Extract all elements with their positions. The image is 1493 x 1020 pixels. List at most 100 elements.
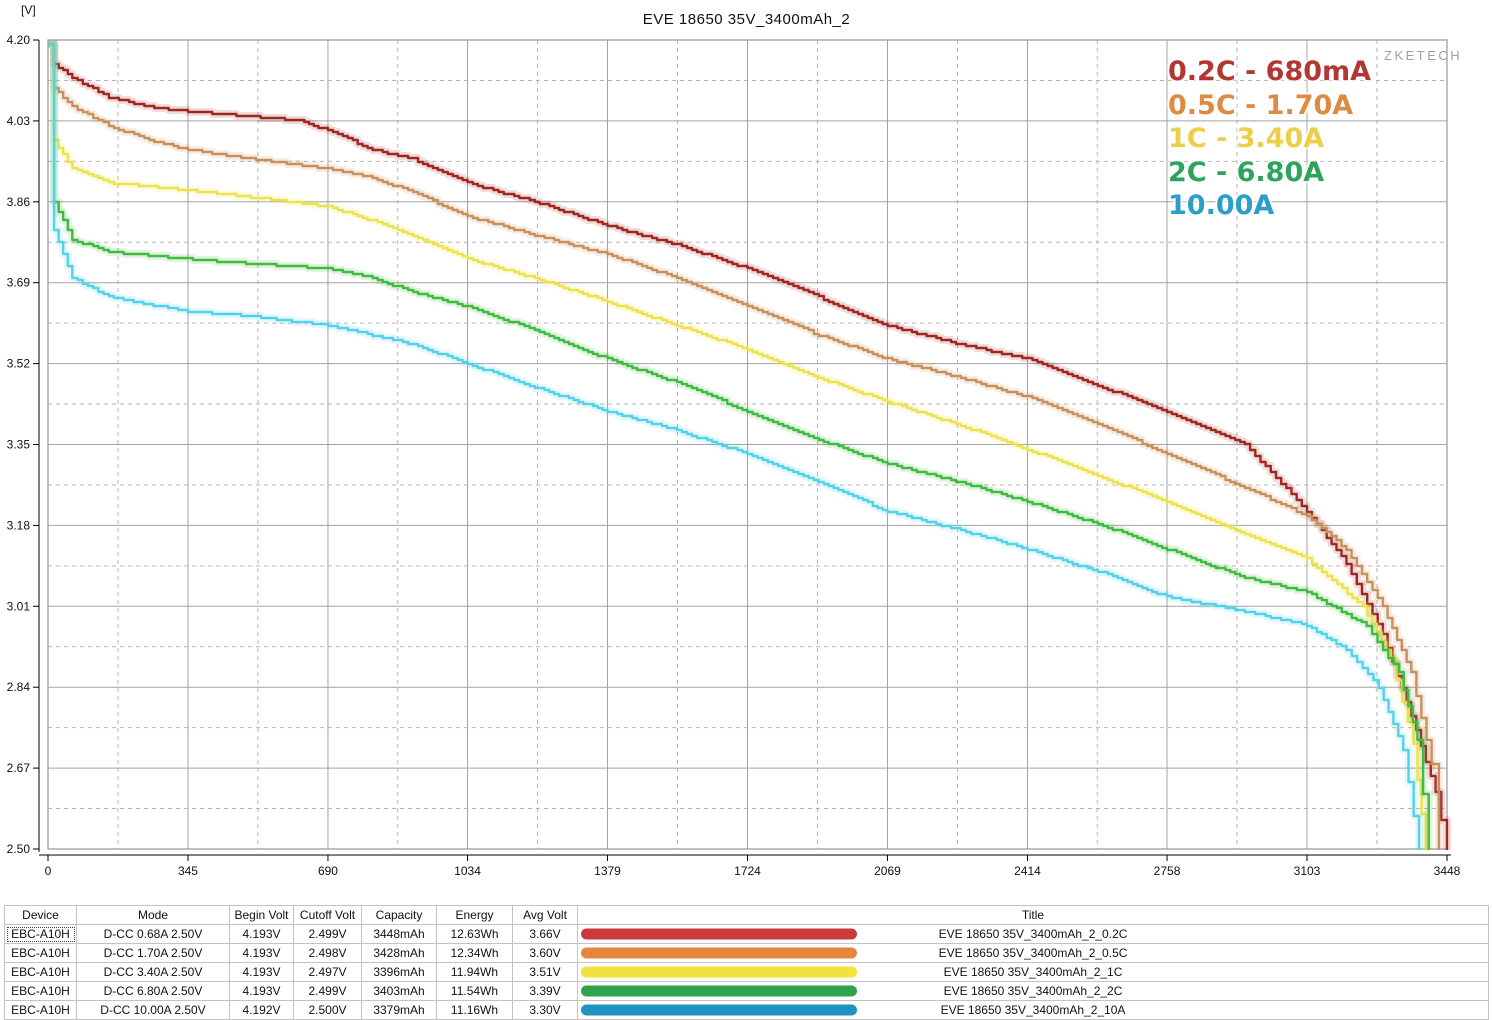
table-row: EBC-A10H D-CC 6.80A 2.50V 4.193V 2.499V … bbox=[4, 981, 1489, 1001]
chart-panel: 4.20 4.03 3.86 3.69 3.52 3.35 3.18 3.01 2.84 2.67… bbox=[6, 3, 1463, 878]
cell-energy[interactable]: 11.54Wh bbox=[436, 981, 513, 1001]
x-tick-label: 2414 bbox=[1014, 864, 1041, 878]
cell-title-text: EVE 18650 35V_3400mAh_2_1C bbox=[943, 965, 1123, 979]
x-tick-label: 2069 bbox=[874, 864, 901, 878]
series-color-bar bbox=[581, 928, 857, 940]
legend-item-02c: 0.2C - 680mA bbox=[1168, 56, 1372, 87]
cell-title-text: EVE 18650 35V_3400mAh_2_2C bbox=[943, 984, 1123, 998]
legend-item-1c: 1C - 3.40A bbox=[1168, 123, 1325, 154]
y-tick-label: 3.69 bbox=[7, 276, 31, 290]
x-tick-label: 1034 bbox=[454, 864, 481, 878]
cell-cutoff-volt[interactable]: 2.498V bbox=[293, 943, 362, 963]
col-header-capacity[interactable]: Capacity bbox=[361, 905, 437, 925]
curve-10.00A bbox=[48, 42, 1421, 850]
cell-title[interactable]: EVE 18650 35V_3400mAh_2_10A bbox=[577, 1000, 1489, 1020]
series-color-bar bbox=[581, 985, 857, 997]
y-tick-label: 2.84 bbox=[7, 680, 31, 694]
zketech-watermark: ZKETECH bbox=[1384, 48, 1463, 63]
cell-cutoff-volt[interactable]: 2.497V bbox=[293, 962, 362, 982]
cell-mode[interactable]: D-CC 1.70A 2.50V bbox=[76, 943, 230, 963]
cell-capacity[interactable]: 3403mAh bbox=[361, 981, 437, 1001]
cell-title[interactable]: EVE 18650 35V_3400mAh_2_2C bbox=[577, 981, 1489, 1001]
cell-mode[interactable]: D-CC 10.00A 2.50V bbox=[76, 1000, 230, 1020]
y-tick-label: 4.03 bbox=[7, 114, 31, 128]
cell-device[interactable]: EBC-A10H bbox=[4, 943, 77, 963]
cell-energy[interactable]: 11.16Wh bbox=[436, 1000, 513, 1020]
y-tick-label: 3.35 bbox=[7, 438, 31, 452]
cell-begin-volt[interactable]: 4.193V bbox=[229, 962, 294, 982]
col-header-title[interactable]: Title bbox=[577, 905, 1489, 925]
y-tick-label: 4.20 bbox=[7, 33, 31, 47]
cell-device[interactable]: EBC-A10H bbox=[4, 981, 77, 1001]
cell-begin-volt[interactable]: 4.193V bbox=[229, 924, 294, 944]
cell-capacity[interactable]: 3396mAh bbox=[361, 962, 437, 982]
x-tick-label: 1724 bbox=[734, 864, 761, 878]
cell-title[interactable]: EVE 18650 35V_3400mAh_2_0.2C bbox=[577, 924, 1489, 944]
y-tick-label: 2.67 bbox=[7, 761, 31, 775]
cell-begin-volt[interactable]: 4.193V bbox=[229, 981, 294, 1001]
x-tick-label: 345 bbox=[178, 864, 198, 878]
col-header-mode[interactable]: Mode bbox=[76, 905, 230, 925]
table-row: EBC-A10H D-CC 3.40A 2.50V 4.193V 2.497V … bbox=[4, 962, 1489, 982]
x-tick-label: 0 bbox=[45, 864, 52, 878]
cell-avg-volt[interactable]: 3.66V bbox=[512, 924, 578, 944]
series-color-bar bbox=[581, 966, 857, 978]
cell-capacity[interactable]: 3448mAh bbox=[361, 924, 437, 944]
cell-device[interactable]: EBC-A10H bbox=[4, 962, 77, 982]
curve-0.2C - 680mA bbox=[48, 42, 1449, 850]
col-header-cutoff-volt[interactable]: Cutoff Volt bbox=[293, 905, 362, 925]
x-tick-label: 690 bbox=[318, 864, 338, 878]
cell-energy[interactable]: 12.63Wh bbox=[436, 924, 513, 944]
legend-item-05c: 0.5C - 1.70A bbox=[1168, 89, 1354, 121]
cell-capacity[interactable]: 3428mAh bbox=[361, 943, 437, 963]
x-tick-label: 3103 bbox=[1294, 864, 1321, 878]
x-tick-label: 1379 bbox=[594, 864, 621, 878]
y-tick-label: 3.86 bbox=[7, 195, 31, 209]
cell-avg-volt[interactable]: 3.39V bbox=[512, 981, 578, 1001]
table-row: EBC-A10H D-CC 10.00A 2.50V 4.192V 2.500V… bbox=[4, 1000, 1489, 1020]
cell-begin-volt[interactable]: 4.192V bbox=[229, 1000, 294, 1020]
cell-title-text: EVE 18650 35V_3400mAh_2_0.5C bbox=[938, 946, 1128, 960]
table-header-row: Device Mode Begin Volt Cutoff Volt Capac… bbox=[4, 905, 1489, 925]
series-color-bar bbox=[581, 1004, 857, 1016]
curve-0.5C - 1.70A bbox=[48, 42, 1441, 850]
cell-title[interactable]: EVE 18650 35V_3400mAh_2_0.5C bbox=[577, 943, 1489, 963]
cell-title[interactable]: EVE 18650 35V_3400mAh_2_1C bbox=[577, 962, 1489, 982]
table-row: EBC-A10H D-CC 1.70A 2.50V 4.193V 2.498V … bbox=[4, 943, 1489, 963]
cell-cutoff-volt[interactable]: 2.499V bbox=[293, 924, 362, 944]
legend-item-10a: 10.00A bbox=[1168, 190, 1275, 221]
cell-avg-volt[interactable]: 3.30V bbox=[512, 1000, 578, 1020]
table-row: EBC-A10H D-CC 0.68A 2.50V 4.193V 2.499V … bbox=[4, 924, 1489, 944]
chart-title: EVE 18650 35V_3400mAh_2 bbox=[642, 11, 851, 28]
legend-item-2c: 2C - 6.80A bbox=[1168, 156, 1325, 188]
y-axis-unit-label: [V] bbox=[21, 3, 36, 17]
cell-mode[interactable]: D-CC 0.68A 2.50V bbox=[76, 924, 230, 944]
y-tick-label: 2.50 bbox=[7, 842, 31, 856]
cell-cutoff-volt[interactable]: 2.499V bbox=[293, 981, 362, 1001]
y-tick-label: 3.52 bbox=[7, 357, 31, 371]
cell-begin-volt[interactable]: 4.193V bbox=[229, 943, 294, 963]
cell-avg-volt[interactable]: 3.60V bbox=[512, 943, 578, 963]
cell-avg-volt[interactable]: 3.51V bbox=[512, 962, 578, 982]
x-tick-label: 3448 bbox=[1434, 864, 1461, 878]
col-header-device[interactable]: Device bbox=[4, 905, 77, 925]
cell-energy[interactable]: 11.94Wh bbox=[436, 962, 513, 982]
cell-mode[interactable]: D-CC 6.80A 2.50V bbox=[76, 981, 230, 1001]
cell-cutoff-volt[interactable]: 2.500V bbox=[293, 1000, 362, 1020]
plot-border bbox=[47, 39, 1448, 850]
col-header-begin-volt[interactable]: Begin Volt bbox=[229, 905, 294, 925]
col-header-avg-volt[interactable]: Avg Volt bbox=[512, 905, 578, 925]
discharge-chart: 4.20 4.03 3.86 3.69 3.52 3.35 3.18 3.01 2.84 2.67… bbox=[7, 33, 1461, 878]
curve-2C - 6.80A bbox=[48, 42, 1430, 850]
y-tick-label: 3.01 bbox=[7, 599, 31, 613]
cell-mode[interactable]: D-CC 3.40A 2.50V bbox=[76, 962, 230, 982]
cell-energy[interactable]: 12.34Wh bbox=[436, 943, 513, 963]
chart-legend: 0.2C - 680mA 0.5C - 1.70A 1C - 3.40A 2C … bbox=[1168, 55, 1371, 223]
curve-1C - 3.40A bbox=[48, 42, 1428, 850]
results-table: Device Mode Begin Volt Cutoff Volt Capac… bbox=[4, 905, 1489, 1020]
cell-device[interactable]: EBC-A10H bbox=[4, 1000, 77, 1020]
cell-device[interactable]: EBC-A10H bbox=[4, 924, 77, 944]
col-header-energy[interactable]: Energy bbox=[436, 905, 513, 925]
cell-title-text: EVE 18650 35V_3400mAh_2_10A bbox=[940, 1003, 1126, 1017]
cell-capacity[interactable]: 3379mAh bbox=[361, 1000, 437, 1020]
